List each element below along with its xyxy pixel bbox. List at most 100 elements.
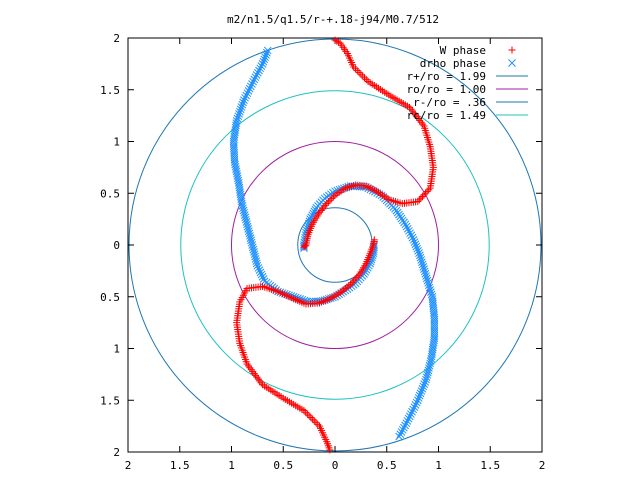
data-point [232,167,241,176]
data-point [426,184,434,192]
data-point [237,103,246,111]
y-tick-label: 0 [113,239,120,252]
data-point [235,110,243,118]
data-point [257,62,266,70]
legend-label-series-0: W phase [440,44,486,57]
data-point [233,174,242,183]
data-point [257,270,266,279]
data-point [242,215,250,224]
data-point [420,191,428,199]
data-point [422,272,430,280]
chart-title: m2/n1.5/q1.5/r-+.18-j94/M0.7/512 [227,13,439,26]
data-point [409,405,418,414]
data-point [359,72,367,80]
circle-1 [231,141,439,349]
data-point [398,425,407,434]
data-point [243,222,252,231]
data-points [229,36,439,454]
data-point [239,206,248,215]
data-point [416,253,425,262]
data-point [428,295,437,303]
data-point [242,91,251,100]
data-point [307,414,315,421]
data-point [418,192,426,200]
data-point [243,220,251,229]
data-point [423,187,431,195]
data-point [404,414,413,423]
data-point [248,241,257,249]
x-tick-label: 2 [539,459,546,472]
data-point [420,265,428,274]
data-point [422,375,430,384]
data-point [259,57,268,66]
data-point [240,208,249,217]
legend-label-circle-0: r+/ro = 1.99 [407,70,486,83]
y-tick-label: 1 [113,343,120,356]
data-point [250,75,259,84]
data-point [328,195,336,203]
data-point [414,247,422,255]
data-point [236,105,245,114]
data-point [410,238,419,246]
data-point [233,172,242,180]
data-point [334,38,342,46]
y-tick-label: 1.5 [100,394,120,407]
data-point [427,288,435,297]
data-point [232,165,240,173]
data-point [258,60,267,68]
data-point [415,249,423,257]
data-point [312,419,320,427]
data-point [423,368,432,377]
x-tick-label: 1.5 [170,459,190,472]
data-point [351,275,359,283]
data-point [422,274,431,283]
data-point [353,67,361,75]
data-point [350,63,358,71]
x-tick-label: 0.5 [377,459,397,472]
data-point [241,93,249,102]
data-point [402,222,411,231]
data-point [347,280,355,288]
data-point [262,51,270,59]
data-point [233,114,242,123]
y-tick-label: 0.5 [100,291,120,304]
data-point [424,366,433,375]
data-point [395,432,404,441]
data-point [300,243,308,251]
data-point [252,257,261,265]
data-point [407,231,416,240]
data-point [413,396,422,405]
data-point [408,407,416,416]
data-point [418,258,426,267]
x-tick-label: 0 [332,459,339,472]
data-point [354,272,362,280]
data-point [421,377,430,386]
legend-label-circle-3: rc/ro = 1.49 [407,109,486,122]
data-point [345,282,353,290]
data-point [244,87,253,95]
data-point [425,364,433,372]
data-point [263,46,272,55]
data-point [407,410,415,418]
data-point [254,264,263,272]
legend-label-series-1: drho phase [420,57,486,70]
data-point [252,259,261,268]
data-point [417,194,425,202]
data-point [426,285,435,294]
data-point [412,242,421,251]
data-point [415,196,423,204]
data-point [245,229,254,238]
data-point [405,227,413,235]
data-point [424,279,433,287]
data-point [256,268,265,277]
data-point [357,70,365,78]
data-point [247,238,256,247]
data-point [329,193,337,201]
data-point [234,176,243,185]
data-point [425,283,434,292]
data-point [231,160,239,169]
data-point [256,64,265,73]
data-point [412,398,421,407]
